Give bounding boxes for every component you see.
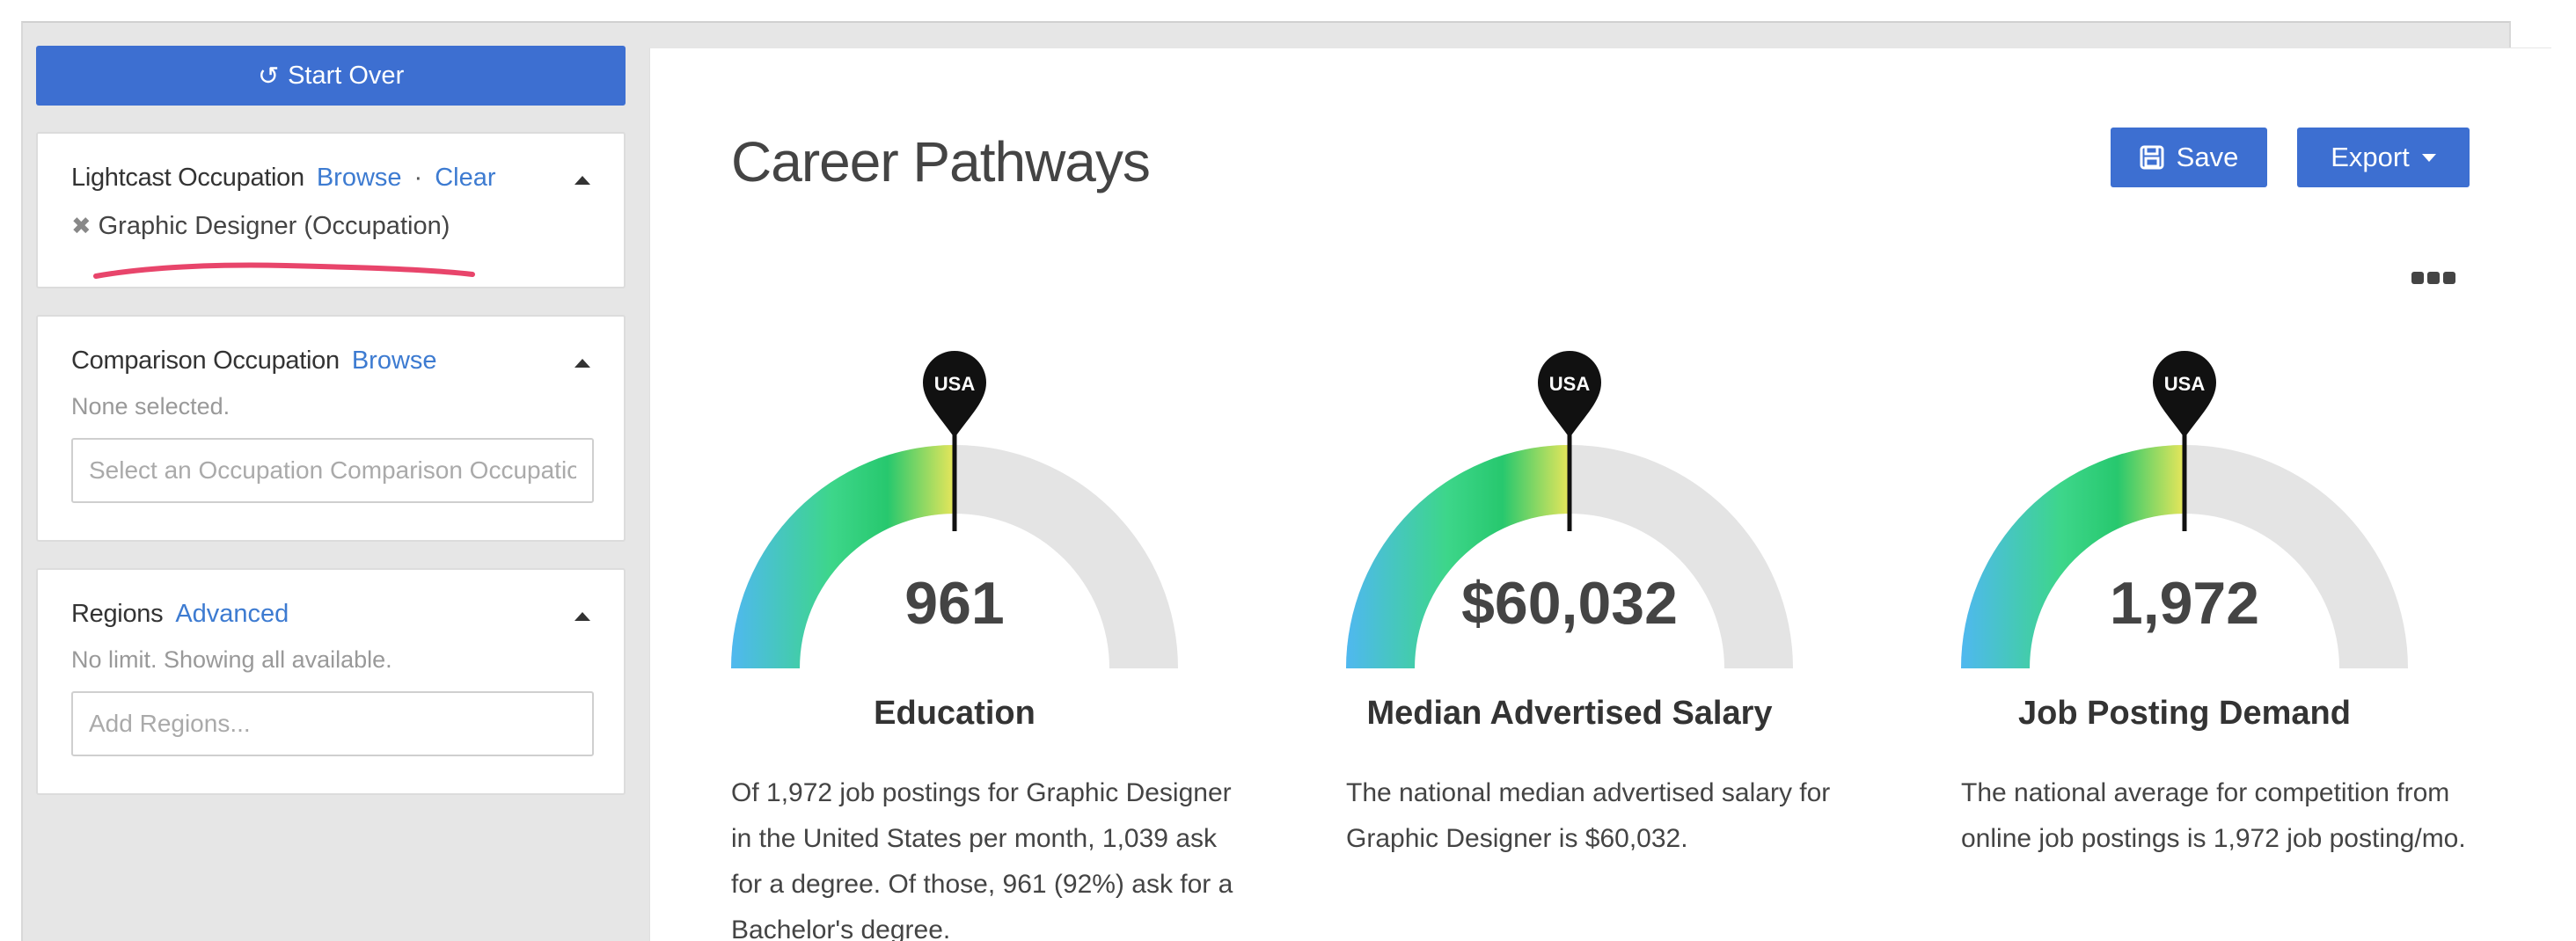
gauge-description: The national average for competition fro… <box>1961 778 2466 853</box>
gauge-dial: USA <box>1346 350 1793 668</box>
start-over-button[interactable]: ↻ Start Over <box>36 46 626 106</box>
regions-panel-title: Regions <box>71 600 164 628</box>
job-demand-gauge: USA 1,972 Job Posting Demand The nationa… <box>1961 334 2489 853</box>
comparison-panel-title: Comparison Occupation <box>71 346 340 375</box>
collapse-caret-icon[interactable] <box>574 176 590 185</box>
link-separator: · <box>413 164 423 192</box>
export-label: Export <box>2331 142 2410 172</box>
undo-icon: ↻ <box>257 62 280 91</box>
gauge-marker-label: USA <box>934 373 976 395</box>
gauge-value: 961 <box>904 570 1005 637</box>
export-button[interactable]: Export <box>2297 128 2470 187</box>
gauge-title: Job Posting Demand <box>2018 695 2351 732</box>
collapse-caret-icon[interactable] <box>574 359 590 368</box>
comparison-status: None selected. <box>71 393 231 419</box>
gauge-marker-label: USA <box>1549 373 1591 395</box>
ellipsis-icon[interactable] <box>2408 268 2459 288</box>
close-icon[interactable]: ✖ <box>71 213 91 239</box>
regions-advanced-link[interactable]: Advanced <box>175 600 289 628</box>
gauge-title: Education <box>874 695 1036 732</box>
gauge-dial: USA <box>731 350 1178 668</box>
education-gauge: USA 961 Education Of 1,972 job postings … <box>731 334 1259 941</box>
save-button[interactable]: Save <box>2111 128 2267 187</box>
regions-input[interactable] <box>71 691 594 756</box>
gauge-description: Of 1,972 job postings for Graphic Design… <box>731 778 1233 941</box>
collapse-caret-icon[interactable] <box>574 612 590 621</box>
page-title: Career Pathways <box>731 130 1151 193</box>
comparison-panel: Comparison Occupation Browse None select… <box>36 315 626 542</box>
save-label: Save <box>2176 142 2239 172</box>
selected-occupation: ✖ Graphic Designer (Occupation) <box>71 212 590 241</box>
floppy-disk-icon <box>2140 145 2164 170</box>
salary-gauge: USA $60,032 Median Advertised Salary The… <box>1346 334 1874 853</box>
career-pathways-card: Career Pathways Save Export <box>649 47 2551 941</box>
occupation-panel-title: Lightcast Occupation <box>71 164 304 192</box>
selected-occupation-label: Graphic Designer (Occupation) <box>98 212 450 240</box>
regions-status: No limit. Showing all available. <box>71 646 392 673</box>
gauge-dial: USA <box>1961 350 2408 668</box>
comparison-occupation-input[interactable] <box>71 438 594 503</box>
annotation-underline <box>93 262 475 279</box>
gauge-title: Median Advertised Salary <box>1366 695 1773 732</box>
caret-down-icon <box>2421 153 2436 162</box>
gauge-value: 1,972 <box>2109 570 2260 637</box>
regions-panel: Regions Advanced No limit. Showing all a… <box>36 568 626 795</box>
sidebar: ↻ Start Over Lightcast Occupation Browse… <box>36 46 626 795</box>
comparison-browse-link[interactable]: Browse <box>351 346 437 375</box>
occupation-clear-link[interactable]: Clear <box>435 164 496 192</box>
start-over-label: Start Over <box>288 61 405 90</box>
gauge-value: $60,032 <box>1461 570 1678 637</box>
gauge-description: The national median advertised salary fo… <box>1346 778 1831 853</box>
occupation-browse-link[interactable]: Browse <box>316 164 402 192</box>
occupation-panel: Lightcast Occupation Browse · Clear ✖ Gr… <box>36 132 626 288</box>
gauge-marker-label: USA <box>2164 373 2206 395</box>
